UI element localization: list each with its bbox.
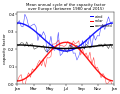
Y-axis label: capacity factor: capacity factor	[3, 33, 7, 64]
Title: Mean annual cycle of the capacity factor
over Europe (between 1980 and 2015): Mean annual cycle of the capacity factor…	[26, 3, 106, 11]
Legend: wind, solar, combined: wind, solar, combined	[90, 14, 112, 28]
